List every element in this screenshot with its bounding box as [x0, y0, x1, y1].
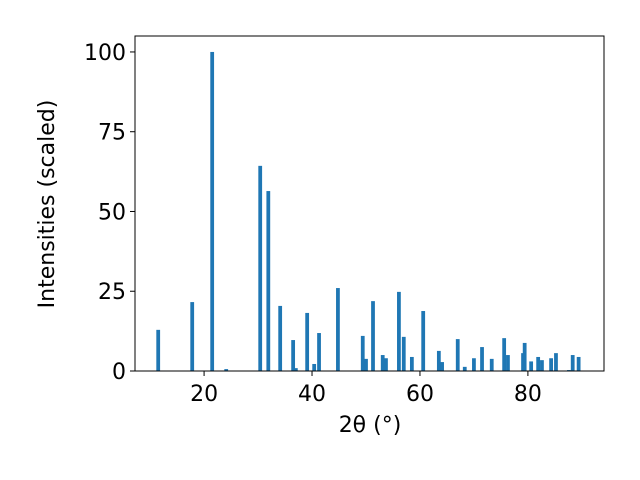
bar	[291, 340, 296, 371]
bar	[317, 333, 321, 371]
bar	[409, 356, 414, 371]
plot-frame	[134, 35, 605, 372]
bar	[436, 350, 441, 371]
y-tick-label: 0	[112, 360, 126, 385]
bar	[421, 311, 426, 371]
x-axis-label: 2θ (°)	[339, 413, 402, 438]
bar	[455, 339, 460, 371]
bar	[502, 338, 507, 371]
bar	[576, 356, 581, 371]
y-axis-label: Intensities (scaled)	[35, 100, 60, 309]
bar	[210, 51, 215, 371]
bar	[397, 291, 401, 371]
y-tick-label: 100	[84, 41, 126, 66]
bar	[462, 366, 467, 371]
x-tick-label: 40	[298, 382, 326, 407]
bar	[480, 347, 484, 371]
bar	[380, 355, 385, 371]
bar	[305, 312, 310, 371]
bar	[472, 358, 476, 371]
bar	[266, 191, 271, 371]
bar	[312, 363, 317, 371]
bar	[156, 329, 161, 371]
bar	[371, 301, 375, 371]
y-tick-label: 50	[98, 200, 126, 225]
bar	[440, 362, 444, 371]
bar	[570, 355, 575, 371]
bar	[401, 336, 406, 371]
bar	[360, 335, 365, 371]
bar	[506, 355, 510, 371]
bar	[489, 358, 494, 371]
y-tick-label: 75	[98, 121, 126, 146]
bar	[278, 305, 283, 371]
bar	[224, 369, 229, 371]
bar	[554, 353, 558, 371]
x-tick-label: 80	[514, 382, 542, 407]
x-tick-label: 60	[406, 382, 434, 407]
bar	[258, 165, 263, 371]
bar	[336, 288, 340, 371]
x-tick-label: 20	[190, 382, 218, 407]
bar	[364, 358, 368, 371]
bar	[540, 360, 544, 371]
bar	[529, 361, 534, 371]
bar	[384, 358, 388, 371]
bar	[549, 358, 553, 371]
bar	[293, 368, 298, 371]
bar	[522, 342, 527, 371]
bar	[190, 302, 195, 371]
bar	[536, 356, 541, 371]
y-tick-label: 25	[98, 280, 126, 305]
